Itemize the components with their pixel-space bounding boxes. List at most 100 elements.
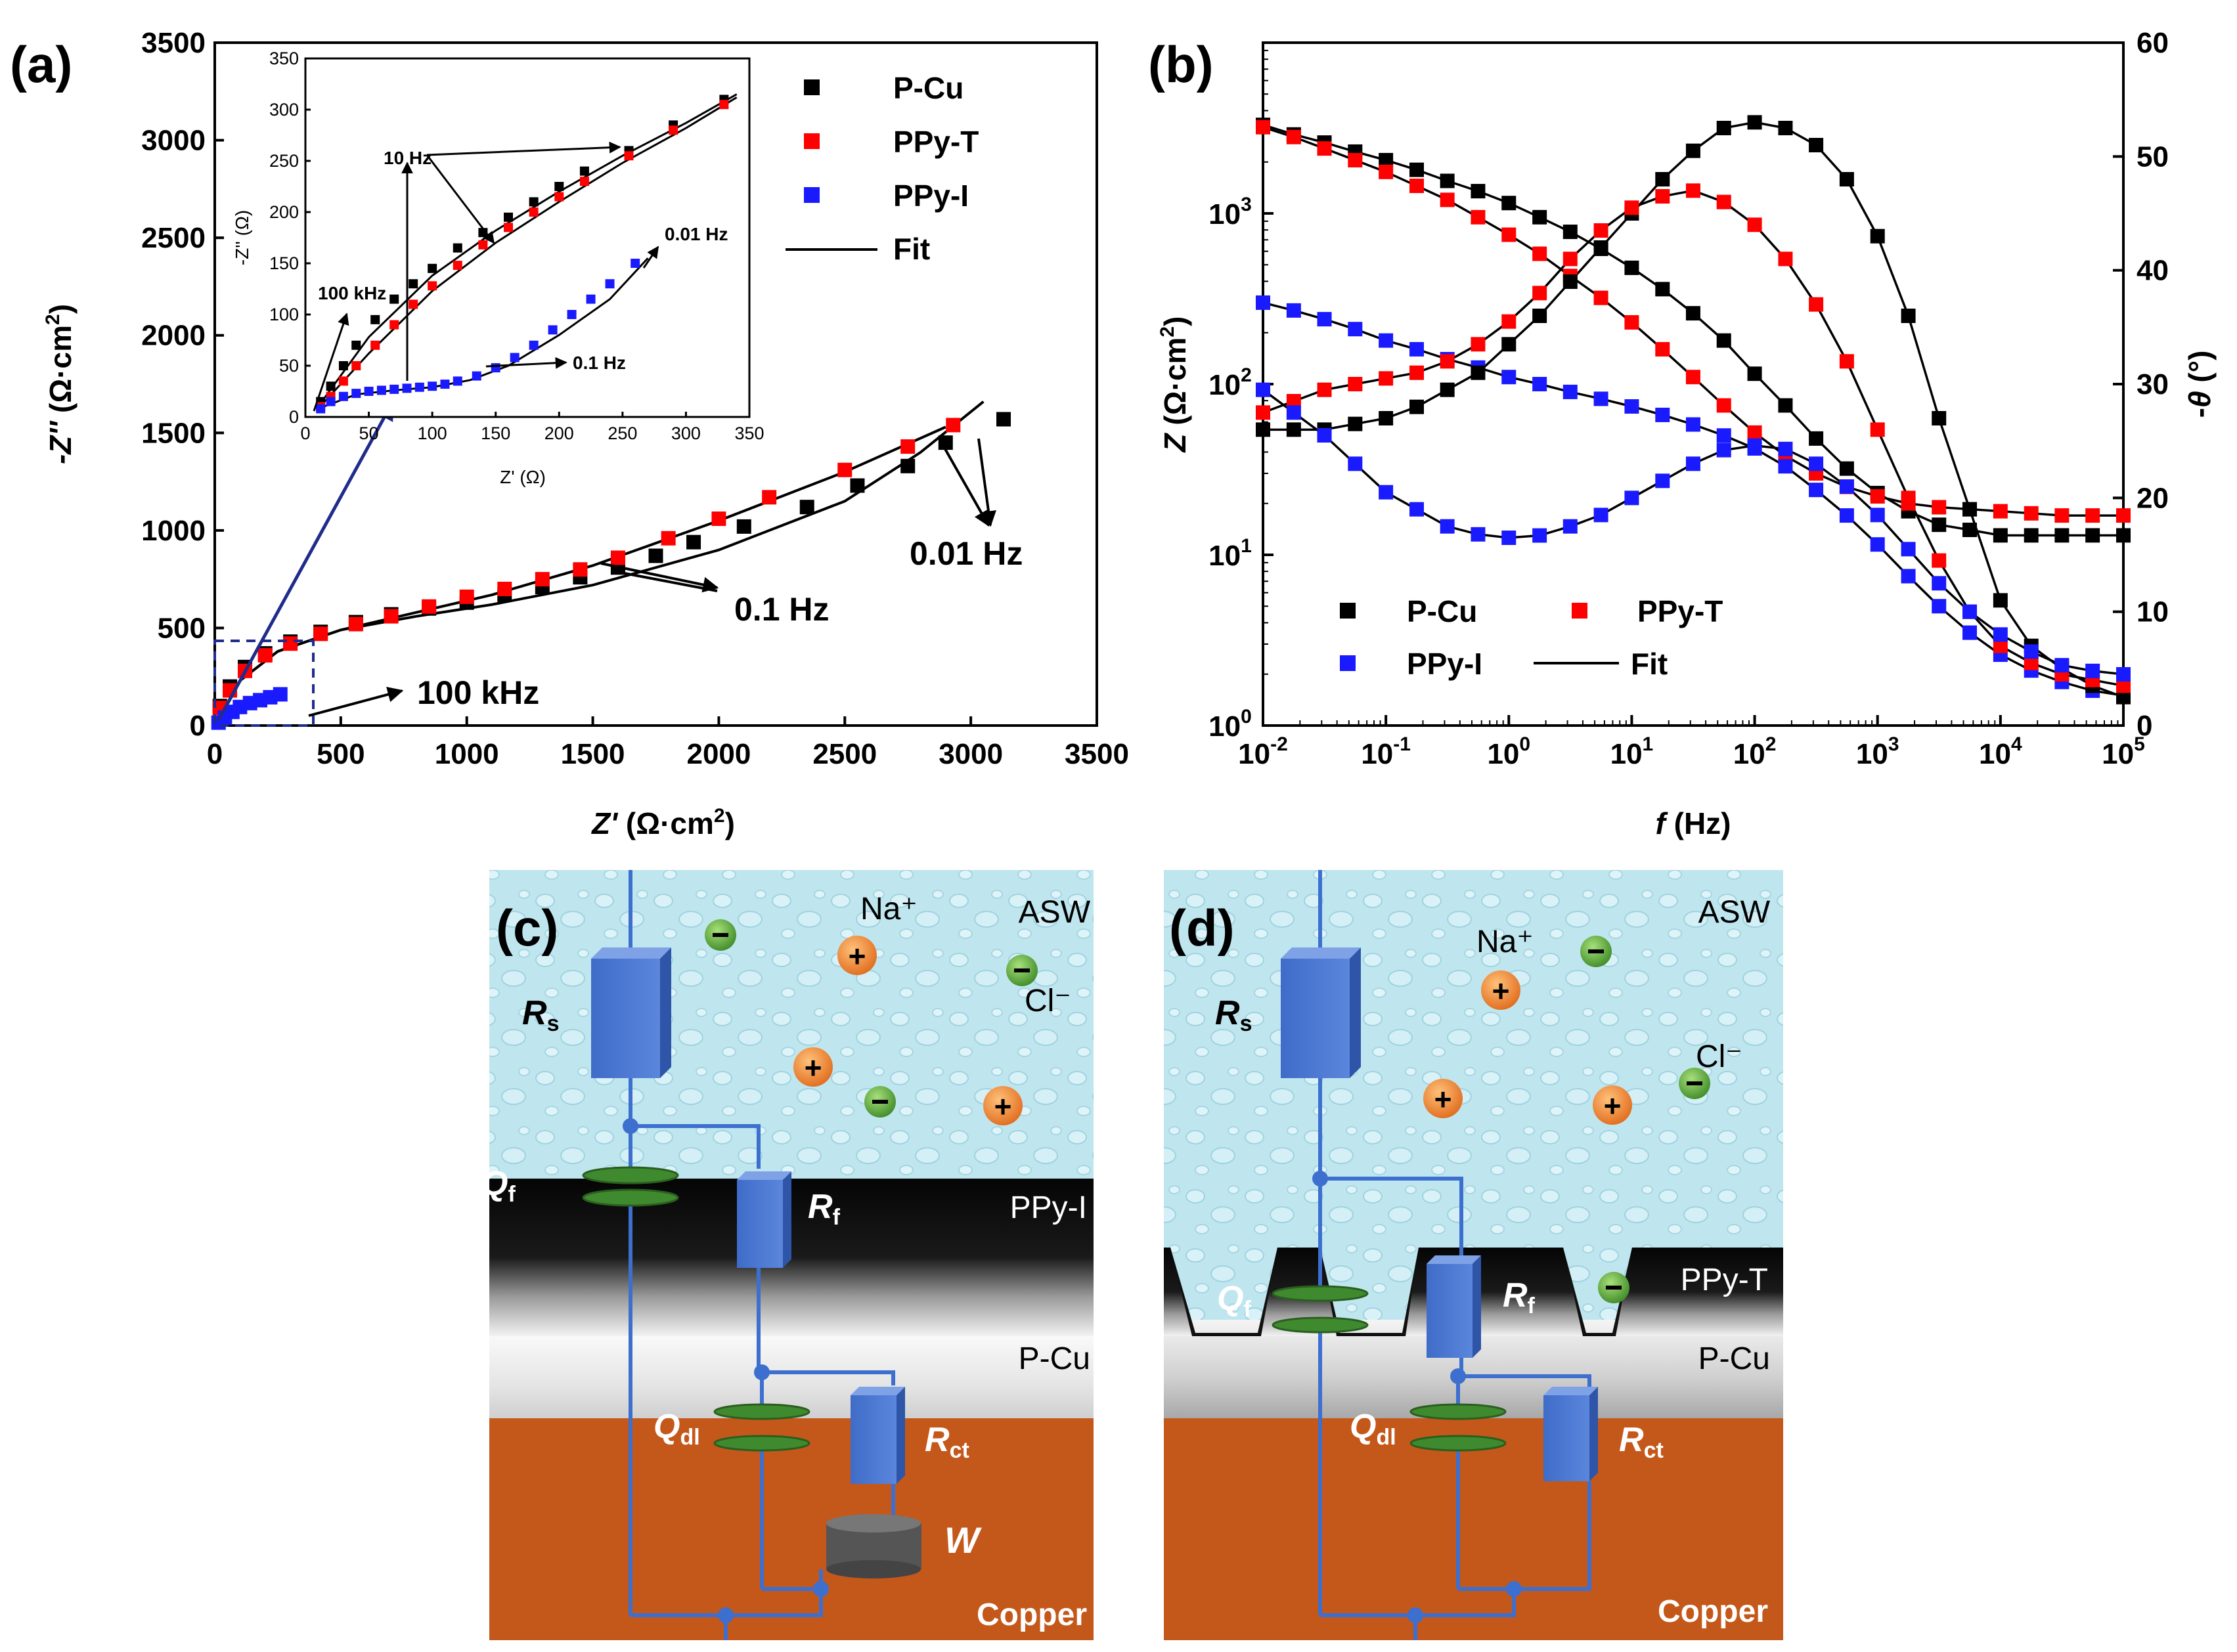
annotation-100khz: 100 kHz: [417, 674, 539, 711]
y2-tick-label-b: 60: [2137, 27, 2169, 59]
annotation-0-01hz: 0.01 Hz: [910, 535, 1023, 572]
c-warburg-element: [826, 1514, 921, 1578]
data-point-b: [1747, 217, 1762, 232]
y-tick-label-b: 100: [1208, 706, 1252, 743]
annotation-0-1hz: 0.1 Hz: [734, 591, 830, 628]
d-label-ppyt: PPy-T: [1681, 1263, 1768, 1297]
data-point-b: [1471, 365, 1486, 380]
data-point: [762, 490, 777, 505]
fit-line: [213, 425, 946, 726]
annotations-a: 100 kHz 0.1 Hz 0.01 Hz: [308, 438, 1023, 717]
x-tick-label-a: 500: [317, 738, 365, 770]
data-point: [648, 548, 663, 563]
c-label-w: W: [944, 1519, 982, 1561]
data-point-b: [1685, 417, 1700, 432]
data-point-b: [2024, 655, 2039, 670]
inset-x-tick-label: 100: [418, 424, 447, 443]
y-tick-label-a: 0: [190, 710, 206, 742]
d-nodes: [1312, 1171, 1522, 1623]
data-point-b: [1993, 504, 2008, 519]
inset-data-point: [389, 384, 399, 394]
inset-data-point: [548, 325, 558, 335]
data-point-b: [2116, 508, 2131, 523]
data-point-b: [1440, 519, 1455, 534]
data-point-b: [1685, 183, 1700, 198]
data-point-b: [1932, 599, 1947, 614]
inset-x-tick-label: 250: [608, 424, 637, 443]
data-point-b: [1655, 172, 1670, 186]
data-point-b: [1501, 531, 1517, 545]
data-point-b: [2054, 528, 2070, 543]
data-point-b: [1839, 172, 1854, 186]
inset-y-tick-label: 100: [269, 305, 299, 324]
d-label-na: Na⁺: [1476, 924, 1534, 959]
data-point-b: [2085, 508, 2100, 523]
data-point-b: [1532, 286, 1547, 301]
data-point-b: [1471, 527, 1486, 542]
data-point-b: [1317, 141, 1332, 156]
inset-data-point: [409, 279, 418, 289]
legend-b-marker-pcu: [1340, 603, 1356, 619]
zoom-box: [213, 640, 315, 727]
panel-label-a: (a): [10, 35, 72, 93]
data-point-b: [1286, 405, 1301, 420]
data-point: [736, 519, 751, 534]
data-point-b: [1501, 337, 1517, 352]
data-point: [946, 418, 961, 433]
y-axis-label-a: -Z'' (Ω·cm2): [42, 304, 78, 464]
inset-data-point: [529, 340, 539, 350]
inset-data-point: [370, 340, 380, 350]
data-point-b: [1993, 627, 2008, 642]
c-label-pcu: P-Cu: [1019, 1341, 1090, 1376]
annotation-arrow-0-01hz-1: [938, 438, 990, 527]
data-point-b: [1685, 143, 1700, 158]
data-point-b: [1993, 528, 2008, 543]
data-point-b: [1747, 115, 1762, 130]
data-point-b: [1562, 274, 1578, 289]
c-label-qf: Qf: [481, 1165, 516, 1207]
y-tick-label-b: 101: [1208, 535, 1252, 572]
data-point-b: [2085, 528, 2100, 543]
data-point-b: [1716, 333, 1731, 348]
d-label-rct: Rct: [1619, 1421, 1664, 1463]
data-point-b: [1501, 227, 1517, 242]
inset-data-point: [478, 240, 488, 250]
data-point-b: [1778, 398, 1793, 413]
data-point-b: [1440, 173, 1455, 188]
y-tick-label-b: 102: [1208, 364, 1252, 401]
inset-data-point: [719, 100, 729, 110]
inset-data-point: [586, 294, 596, 304]
data-points-a: [211, 412, 1011, 730]
inset-data-point: [504, 212, 514, 222]
y-tick-label-a: 1500: [141, 417, 206, 449]
y2-tick-label-b: 20: [2137, 482, 2169, 514]
c-label-rs: Rs: [522, 994, 559, 1036]
data-point-b: [1256, 120, 1270, 135]
x-tick-label-b: 105: [2102, 733, 2145, 770]
legend-label-ppyt: PPy-T: [893, 125, 979, 159]
data-point-b: [1501, 314, 1517, 329]
data-point: [711, 511, 726, 527]
data-point-b: [1348, 152, 1363, 167]
data-point: [459, 589, 474, 604]
data-point-b: [1562, 384, 1578, 399]
data-point-b: [1716, 194, 1731, 209]
d-resistor-rf: [1427, 1255, 1481, 1358]
plot-frame-a: [213, 41, 1098, 727]
data-point-b: [1809, 138, 1824, 152]
data-point-b: [1562, 251, 1578, 267]
data-point-b: [1932, 576, 1947, 591]
x-tick-label-a: 2000: [686, 738, 751, 770]
data-point-b: [2116, 689, 2131, 705]
inset-arrow-10hz-a: [426, 141, 621, 156]
data-point-b: [1962, 604, 1978, 619]
data-point-b: [1870, 489, 1885, 504]
d-label-copper: Copper: [1658, 1594, 1768, 1629]
data-point: [384, 609, 399, 624]
data-point-b: [1379, 411, 1394, 425]
data-point-b: [1685, 456, 1700, 471]
d-cation-2: +: [1423, 1079, 1463, 1118]
inset-y-tick-label: 200: [269, 202, 299, 222]
inset-annotation-0-1hz: 0.1 Hz: [573, 353, 626, 373]
data-point-b: [1624, 200, 1639, 215]
